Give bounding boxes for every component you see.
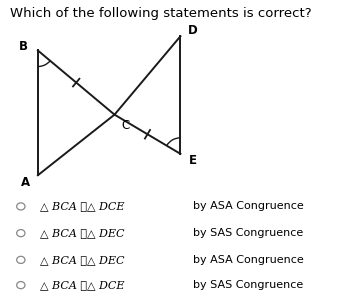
Text: △ BCA ≅△ DEC: △ BCA ≅△ DEC	[40, 228, 125, 238]
Text: A: A	[21, 176, 30, 189]
Text: E: E	[189, 154, 197, 168]
Text: △ BCA ≅△ DEC: △ BCA ≅△ DEC	[40, 255, 125, 265]
Text: B: B	[19, 40, 28, 53]
Text: △ BCA ≅△ DCE: △ BCA ≅△ DCE	[40, 201, 125, 211]
Text: by ASA Congruence: by ASA Congruence	[193, 255, 303, 265]
Text: D: D	[188, 24, 198, 37]
Text: by SAS Congruence: by SAS Congruence	[193, 280, 303, 290]
Text: by ASA Congruence: by ASA Congruence	[193, 201, 303, 211]
Text: C: C	[121, 119, 129, 132]
Text: Which of the following statements is correct?: Which of the following statements is cor…	[10, 7, 312, 20]
Text: △ BCA ≅△ DCE: △ BCA ≅△ DCE	[40, 280, 125, 290]
Text: by SAS Congruence: by SAS Congruence	[193, 228, 303, 238]
